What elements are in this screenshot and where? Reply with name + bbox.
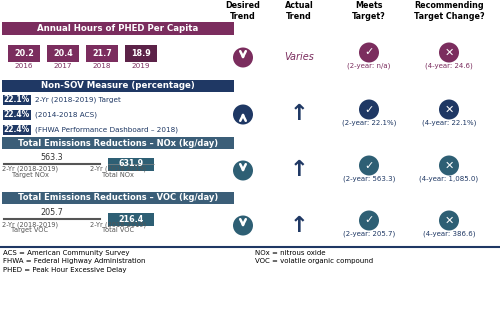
Text: Total Emissions Reductions – NOx (kg/day): Total Emissions Reductions – NOx (kg/day…: [18, 139, 218, 148]
Text: (2014-2018 ACS): (2014-2018 ACS): [35, 111, 97, 118]
Text: Meets
Target?: Meets Target?: [352, 1, 386, 21]
Bar: [108, 212, 154, 226]
Circle shape: [359, 156, 379, 175]
Text: 2-Yr (2018-2019): 2-Yr (2018-2019): [2, 221, 58, 228]
Text: ACS = American Community Survey: ACS = American Community Survey: [3, 250, 130, 256]
Bar: [86, 45, 118, 62]
Text: 22.4%: 22.4%: [4, 110, 30, 119]
Text: 2019: 2019: [132, 63, 150, 69]
Text: 20.2: 20.2: [14, 49, 34, 58]
Circle shape: [359, 43, 379, 62]
Bar: [2, 137, 234, 149]
Text: Actual
Trend: Actual Trend: [284, 1, 314, 21]
Bar: [3, 94, 31, 105]
Circle shape: [233, 215, 253, 236]
Text: Annual Hours of PHED Per Capita: Annual Hours of PHED Per Capita: [38, 24, 198, 33]
Text: ✓: ✓: [364, 105, 374, 115]
Text: 631.9: 631.9: [118, 159, 144, 169]
Text: ↑: ↑: [290, 161, 308, 180]
Text: FHWA = Federal Highway Administration: FHWA = Federal Highway Administration: [3, 259, 146, 265]
Text: ✕: ✕: [444, 215, 454, 226]
Circle shape: [233, 105, 253, 124]
Bar: [2, 192, 234, 204]
Text: 21.7: 21.7: [92, 49, 112, 58]
Text: (2-year: 22.1%): (2-year: 22.1%): [342, 119, 396, 126]
Circle shape: [439, 100, 459, 119]
Text: Varies: Varies: [284, 52, 314, 62]
Circle shape: [439, 156, 459, 175]
Text: (2-year: 205.7): (2-year: 205.7): [343, 230, 395, 237]
Circle shape: [359, 211, 379, 230]
Text: (2-year: n/a): (2-year: n/a): [348, 62, 391, 69]
Text: ✓: ✓: [364, 161, 374, 171]
Text: 205.7: 205.7: [40, 208, 64, 217]
Circle shape: [233, 47, 253, 68]
Text: ✓: ✓: [364, 47, 374, 58]
Text: 20.4: 20.4: [53, 49, 73, 58]
Text: Total VOC: Total VOC: [102, 227, 134, 233]
Text: 18.9: 18.9: [131, 49, 151, 58]
Text: 2017: 2017: [54, 63, 72, 69]
Text: (2-year: 563.3): (2-year: 563.3): [343, 175, 395, 182]
Text: ↑: ↑: [290, 215, 308, 236]
Text: 22.4%: 22.4%: [4, 125, 30, 134]
Text: ↑: ↑: [290, 105, 308, 124]
Text: ✕: ✕: [444, 105, 454, 115]
Text: 216.4: 216.4: [118, 214, 144, 223]
Text: 2018: 2018: [93, 63, 111, 69]
Bar: [3, 109, 31, 119]
Bar: [47, 45, 79, 62]
Text: Target NOx: Target NOx: [12, 172, 49, 178]
Bar: [2, 22, 234, 35]
Text: VOC = volatile organic compound: VOC = volatile organic compound: [255, 259, 373, 265]
Text: (FHWA Performance Dashboard – 2018): (FHWA Performance Dashboard – 2018): [35, 126, 178, 133]
Text: (4-year: 1,085.0): (4-year: 1,085.0): [420, 175, 478, 182]
Text: ✕: ✕: [444, 161, 454, 171]
Text: PHED = Peak Hour Excessive Delay: PHED = Peak Hour Excessive Delay: [3, 267, 126, 273]
Text: (4-year: 22.1%): (4-year: 22.1%): [422, 119, 476, 126]
Text: 2-Yr (2018-2019): 2-Yr (2018-2019): [2, 166, 58, 172]
Bar: [125, 45, 157, 62]
Circle shape: [359, 100, 379, 119]
Text: 2016: 2016: [15, 63, 33, 69]
Text: 2-Yr (2018-2019): 2-Yr (2018-2019): [90, 221, 146, 228]
Bar: [3, 124, 31, 134]
Bar: [8, 45, 40, 62]
Text: (4-year: 24.6): (4-year: 24.6): [425, 62, 473, 69]
Text: 2-Yr (2018-2019) Target: 2-Yr (2018-2019) Target: [35, 96, 121, 103]
Text: ✕: ✕: [444, 47, 454, 58]
Bar: [2, 80, 234, 92]
Circle shape: [439, 43, 459, 62]
Text: Total Emissions Reductions – VOC (kg/day): Total Emissions Reductions – VOC (kg/day…: [18, 194, 218, 203]
Text: 563.3: 563.3: [40, 153, 64, 162]
Text: (4-year: 386.6): (4-year: 386.6): [423, 230, 475, 237]
Circle shape: [233, 161, 253, 180]
Text: NOx = nitrous oxide: NOx = nitrous oxide: [255, 250, 326, 256]
Text: 2-Yr (2018-2019): 2-Yr (2018-2019): [90, 166, 146, 172]
Text: Target VOC: Target VOC: [12, 227, 49, 233]
Text: Desired
Trend: Desired Trend: [226, 1, 260, 21]
Text: ✓: ✓: [364, 215, 374, 226]
Text: Non-SOV Measure (percentage): Non-SOV Measure (percentage): [41, 82, 195, 91]
Text: 22.1%: 22.1%: [4, 95, 30, 104]
Text: Total NOx: Total NOx: [102, 172, 134, 178]
Circle shape: [439, 211, 459, 230]
Text: Recommending
Target Change?: Recommending Target Change?: [414, 1, 484, 21]
Bar: [108, 157, 154, 171]
